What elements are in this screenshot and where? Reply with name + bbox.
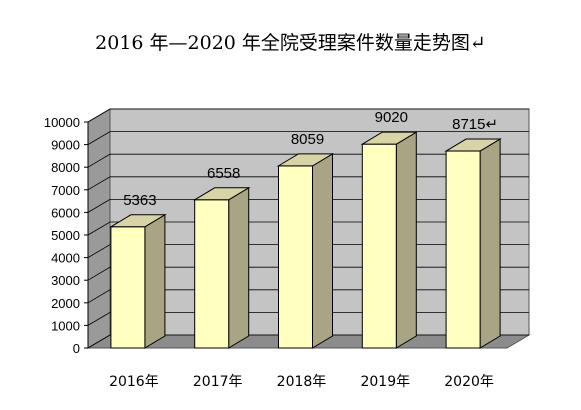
bar — [110, 226, 146, 349]
x-tick-label: 2017年 — [193, 374, 243, 390]
y-tick-label: 8000 — [51, 160, 80, 175]
data-label: 8715↵ — [452, 116, 498, 133]
y-tick-label: 1000 — [51, 318, 80, 333]
data-label: 8059 — [291, 131, 324, 148]
y-tick-label: 6000 — [51, 205, 80, 220]
chart-title: 2016 年—2020 年全院受理案件数量走势图↵ — [95, 32, 486, 54]
y-tick-label: 10000 — [44, 115, 80, 130]
bar-top — [444, 138, 502, 152]
y-tick-label: 9000 — [51, 138, 80, 153]
bar — [445, 150, 481, 349]
data-label: 9020 — [375, 109, 408, 126]
y-tick-label: 2000 — [51, 296, 80, 311]
y-tick-label: 5000 — [51, 228, 80, 243]
y-tick-label: 0 — [73, 341, 80, 356]
x-tick-label: 2016年 — [109, 374, 159, 390]
y-tick-label: 4000 — [51, 251, 80, 266]
gridline — [87, 131, 529, 145]
x-tick-label: 2019年 — [360, 374, 410, 390]
bar-side — [395, 131, 417, 349]
bar-side — [228, 186, 250, 349]
bar-top — [276, 153, 335, 167]
data-label: 6558 — [207, 165, 240, 182]
x-tick-label: 2018年 — [277, 374, 327, 390]
bar — [194, 199, 230, 349]
bar — [278, 165, 313, 349]
bar-top — [109, 214, 167, 228]
data-label: 5363 — [123, 192, 156, 209]
bar-top — [192, 187, 251, 201]
gridline — [87, 108, 529, 123]
bar — [361, 143, 397, 349]
bar-side — [479, 138, 501, 349]
bar-side — [312, 152, 333, 349]
bar-top — [360, 131, 419, 145]
y-tick-label: 3000 — [51, 273, 80, 288]
bar-side — [144, 213, 166, 349]
x-tick-label: 2020年 — [444, 374, 494, 390]
y-tick-label: 7000 — [51, 183, 80, 198]
